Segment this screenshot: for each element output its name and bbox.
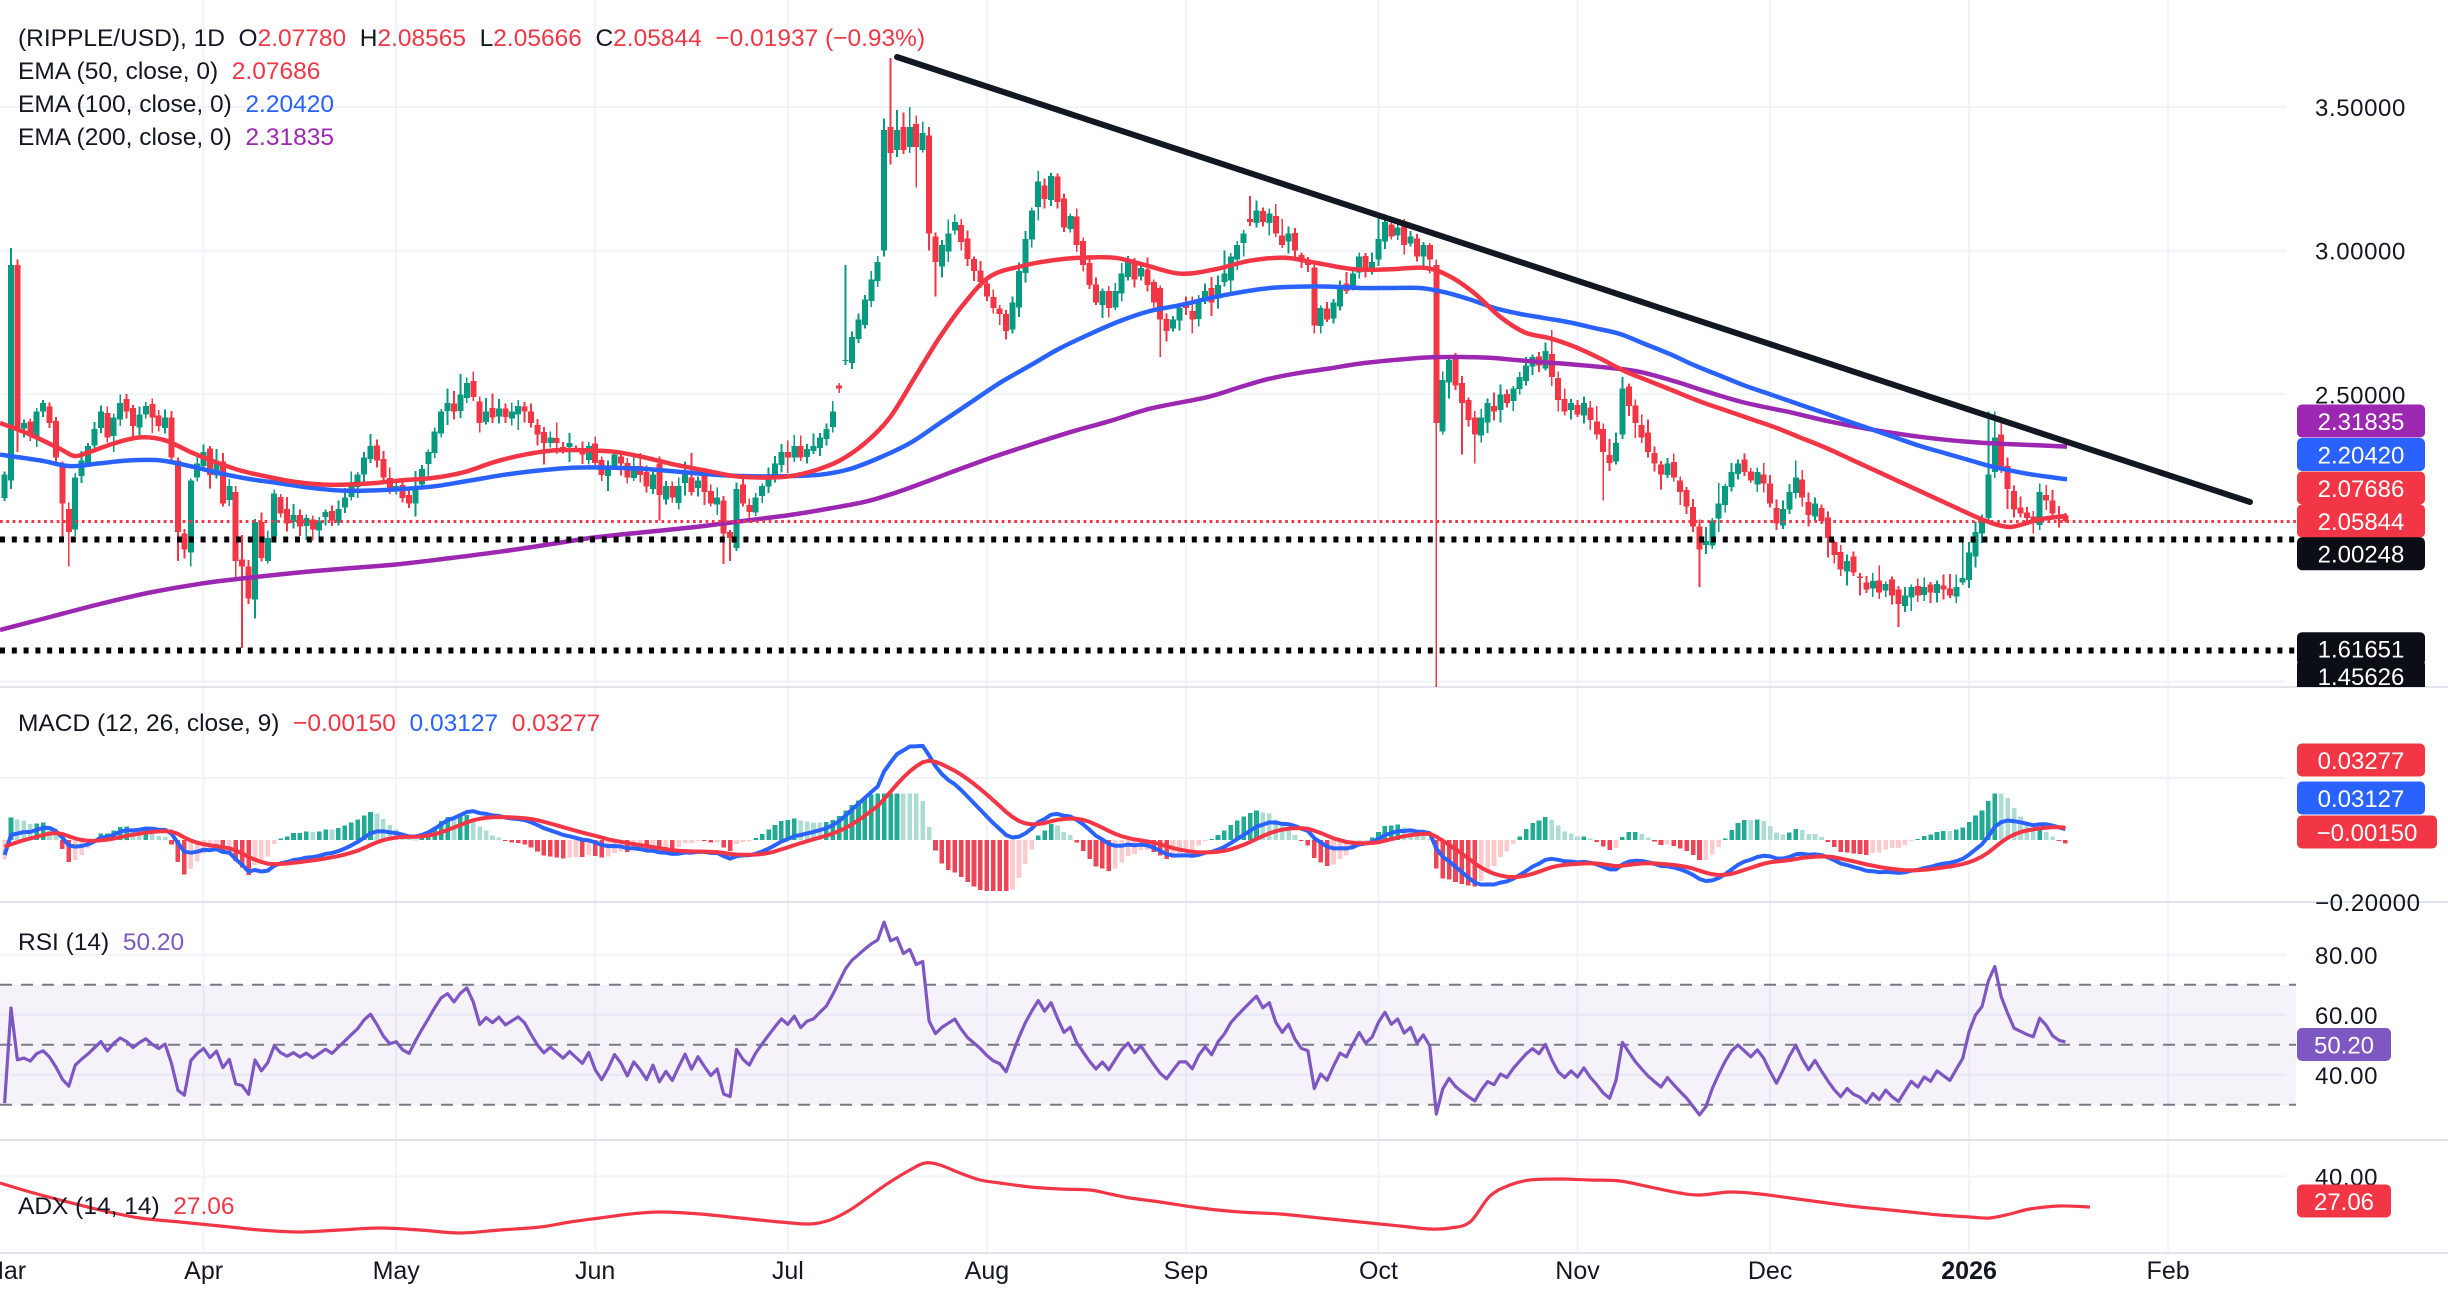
svg-text:0.03277: 0.03277	[2318, 748, 2405, 775]
svg-text:2026: 2026	[1941, 1257, 1997, 1285]
svg-text:Nov: Nov	[1555, 1257, 1600, 1285]
svg-text:Mar: Mar	[0, 1257, 26, 1285]
svg-text:Jul: Jul	[772, 1257, 804, 1285]
svg-text:1.61651: 1.61651	[2318, 637, 2405, 664]
svg-text:Jun: Jun	[575, 1257, 615, 1285]
svg-text:2.00248: 2.00248	[2318, 542, 2405, 569]
svg-text:May: May	[373, 1257, 421, 1285]
svg-text:2.31835: 2.31835	[2318, 409, 2405, 436]
svg-text:−0.20000: −0.20000	[2315, 890, 2421, 917]
svg-text:Feb: Feb	[2147, 1257, 2190, 1285]
svg-text:1.45626: 1.45626	[2318, 664, 2405, 691]
svg-text:80.00: 80.00	[2315, 943, 2378, 970]
svg-text:EMA (100, close, 0) 2.20420: EMA (100, close, 0) 2.20420	[18, 91, 334, 118]
svg-text:27.06: 27.06	[2314, 1189, 2374, 1216]
svg-text:3.00000: 3.00000	[2315, 239, 2406, 266]
svg-text:(RIPPLE/USD), 1D O2.07780 H2: (RIPPLE/USD), 1D O2.07780 H2.08565 L2.05…	[18, 25, 925, 52]
svg-text:2.05844: 2.05844	[2318, 509, 2405, 536]
svg-text:Apr: Apr	[184, 1257, 223, 1285]
svg-text:RSI (14) 50.20: RSI (14) 50.20	[18, 929, 184, 956]
svg-text:Aug: Aug	[965, 1257, 1009, 1285]
svg-text:2.20420: 2.20420	[2318, 443, 2405, 470]
svg-text:MACD (12, 26, close, 9) −0.00: MACD (12, 26, close, 9) −0.00150 0.03127…	[18, 710, 600, 737]
svg-text:−0.00150: −0.00150	[2317, 820, 2418, 847]
svg-text:3.50000: 3.50000	[2315, 95, 2406, 122]
svg-text:Sep: Sep	[1164, 1257, 1208, 1285]
svg-text:50.20: 50.20	[2314, 1033, 2374, 1060]
svg-text:EMA (200, close, 0) 2.31835: EMA (200, close, 0) 2.31835	[18, 124, 334, 151]
svg-text:Dec: Dec	[1748, 1257, 1792, 1285]
svg-text:Oct: Oct	[1359, 1257, 1398, 1285]
svg-text:0.03127: 0.03127	[2318, 786, 2405, 813]
svg-text:EMA (50, close, 0) 2.07686: EMA (50, close, 0) 2.07686	[18, 58, 320, 85]
svg-text:60.00: 60.00	[2315, 1003, 2378, 1030]
svg-text:2.07686: 2.07686	[2318, 476, 2405, 503]
svg-text:40.00: 40.00	[2315, 1063, 2378, 1090]
svg-text:ADX (14, 14) 27.06: ADX (14, 14) 27.06	[18, 1193, 235, 1220]
